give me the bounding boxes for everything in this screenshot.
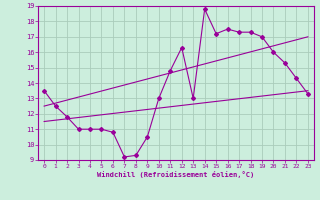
X-axis label: Windchill (Refroidissement éolien,°C): Windchill (Refroidissement éolien,°C): [97, 171, 255, 178]
